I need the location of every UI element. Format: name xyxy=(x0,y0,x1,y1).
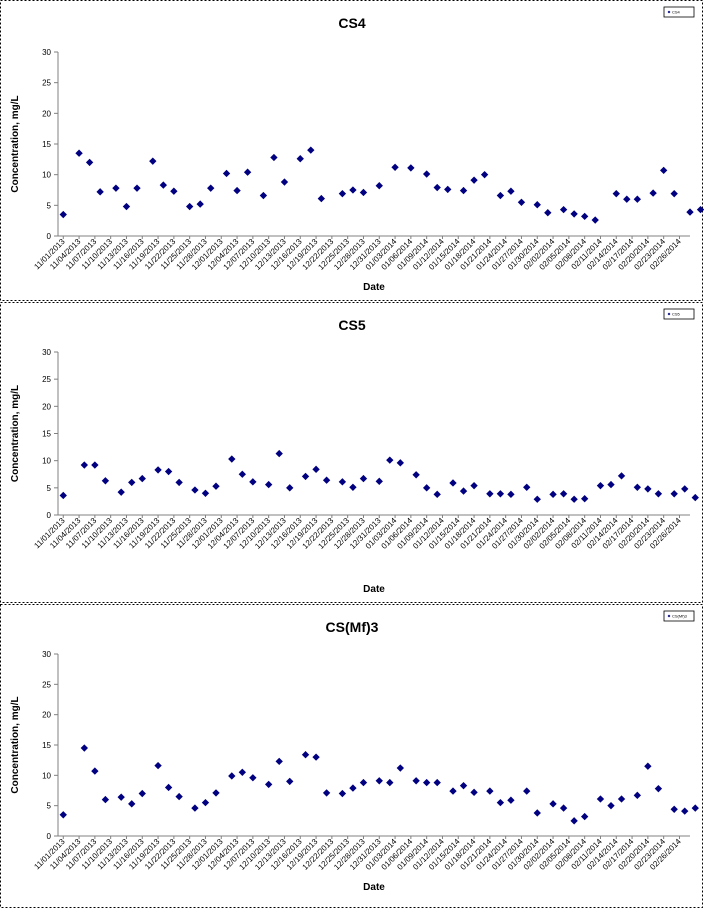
y-tick-label: 15 xyxy=(42,430,51,439)
y-tick-label: 30 xyxy=(42,348,51,357)
chart-title: CS(Mf)3 xyxy=(326,619,379,635)
legend-label: CS4 xyxy=(672,10,681,15)
y-axis-title: Concentration, mg/L xyxy=(10,95,21,192)
chart-title: CS5 xyxy=(338,317,365,333)
y-tick-label: 25 xyxy=(42,680,51,689)
legend-label: CS5 xyxy=(672,312,681,317)
chart-title: CS4 xyxy=(338,15,365,31)
x-axis-title: Date xyxy=(363,882,385,893)
y-tick-label: 30 xyxy=(42,48,51,57)
y-tick-label: 25 xyxy=(42,79,51,88)
y-tick-label: 30 xyxy=(42,650,51,659)
chart-panel-0: CS4CS405101520253011/01/201311/04/201311… xyxy=(1,1,704,301)
y-tick-label: 5 xyxy=(47,201,52,210)
y-tick-label: 20 xyxy=(42,711,51,720)
y-tick-label: 10 xyxy=(42,457,51,466)
y-tick-label: 20 xyxy=(42,402,51,411)
chart-panel-2: CS(Mf)3CS(Mf)305101520253011/01/201311/0… xyxy=(1,605,703,908)
y-axis-title: Concentration, mg/L xyxy=(10,385,21,482)
y-tick-label: 0 xyxy=(47,511,52,520)
y-tick-label: 15 xyxy=(42,741,51,750)
legend-label: CS(Mf)3 xyxy=(672,614,688,619)
x-axis-title: Date xyxy=(363,584,385,595)
y-tick-label: 0 xyxy=(47,232,52,241)
y-tick-label: 10 xyxy=(42,171,51,180)
y-tick-label: 15 xyxy=(42,140,51,149)
y-tick-label: 0 xyxy=(47,832,52,841)
y-tick-label: 5 xyxy=(47,802,52,811)
chart-panel-1: CS5CS505101520253011/01/201311/04/201311… xyxy=(1,303,703,603)
y-tick-label: 20 xyxy=(42,109,51,118)
y-axis-title: Concentration, mg/L xyxy=(10,696,21,793)
y-tick-label: 25 xyxy=(42,375,51,384)
y-tick-label: 5 xyxy=(47,484,52,493)
chart-panel-border xyxy=(1,303,703,603)
y-tick-label: 10 xyxy=(42,771,51,780)
x-axis-title: Date xyxy=(363,282,385,293)
